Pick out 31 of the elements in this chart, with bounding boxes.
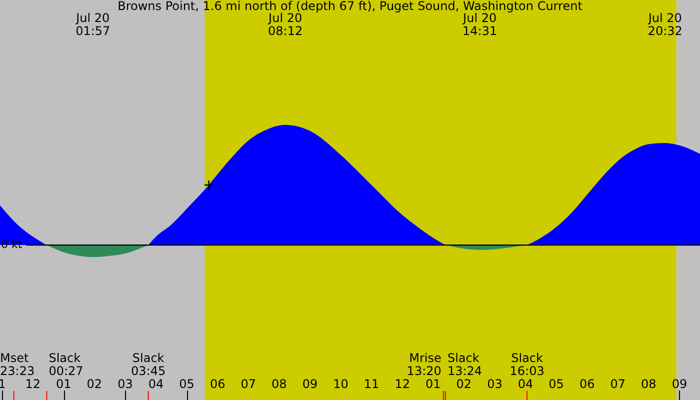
x-tick-label: 08 <box>272 377 287 391</box>
x-tick-label: 04 <box>148 377 164 391</box>
x-tick-label: 05 <box>548 377 564 391</box>
x-tick-label: 10 <box>333 377 348 391</box>
x-tick-label: 06 <box>210 377 226 391</box>
x-tick-label: 09 <box>302 377 318 391</box>
x2-tick-label: Jul 20 08:12 <box>268 11 303 38</box>
ref-line-label: Mrise 13:20 <box>406 351 442 378</box>
x-tick-label: 05 <box>179 377 194 391</box>
ref-line-label: Slack 00:27 <box>48 351 84 378</box>
ref-line-label: Slack 13:24 <box>447 351 482 378</box>
x-tick-label: 07 <box>610 377 626 391</box>
ref-line-label: Slack 03:45 <box>131 351 166 378</box>
x-tick-label: 03 <box>487 377 502 391</box>
x-tick-label: 06 <box>579 377 595 391</box>
x-tick-label: 01 <box>56 377 72 391</box>
x2-tick-label: Jul 20 01:57 <box>75 11 110 38</box>
x-tick-label: 12 <box>394 377 410 391</box>
x-tick-label: 02 <box>456 377 472 391</box>
x-tick-label: 02 <box>86 377 102 391</box>
x-tick-label: 11 <box>364 377 380 391</box>
ref-line-label: 0 kt <box>1 238 23 252</box>
x-tick-label: 03 <box>118 377 133 391</box>
x-tick-label: 12 <box>25 377 40 391</box>
x-tick-label: 01 <box>425 377 441 391</box>
x-tick-label: 04 <box>518 377 534 391</box>
x2-tick-label: Jul 20 14:31 <box>462 11 498 38</box>
ref-line-label: Mset 23:23 <box>0 351 35 378</box>
ref-line-label: Slack 16:03 <box>510 351 544 378</box>
x-tick-label: 08 <box>641 377 656 391</box>
x-tick-label: 07 <box>240 377 256 391</box>
